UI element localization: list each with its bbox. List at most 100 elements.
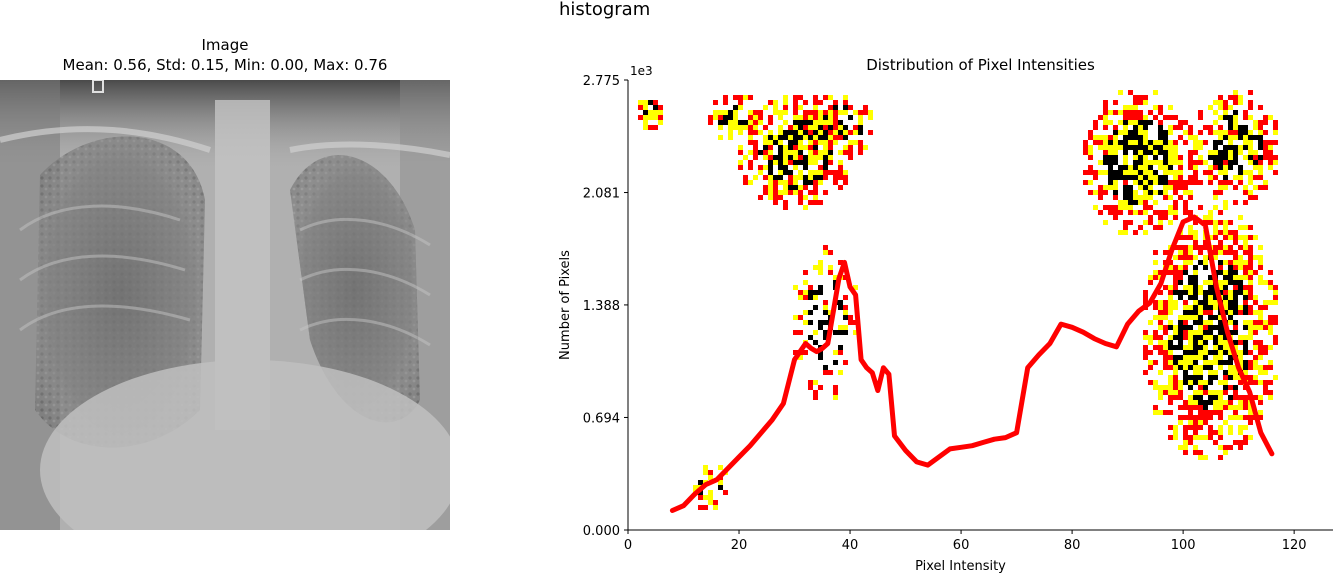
overlay-cell [713, 505, 718, 510]
overlay-cell [1163, 390, 1168, 395]
overlay-cell [1248, 115, 1253, 120]
overlay-cell [808, 155, 813, 160]
overlay-cell [1243, 275, 1248, 280]
overlay-cell [1148, 175, 1153, 180]
overlay-cell [1223, 375, 1228, 380]
overlay-cell [1208, 245, 1213, 250]
overlay-cell [1248, 360, 1253, 365]
overlay-cell [1238, 260, 1243, 265]
overlay-cell [818, 115, 823, 120]
overlay-cell [1178, 275, 1183, 280]
overlay-cell [1198, 155, 1203, 160]
overlay-cell [1098, 135, 1103, 140]
overlay-cell [1258, 120, 1263, 125]
overlay-cell [1108, 210, 1113, 215]
overlay-cell [1268, 280, 1273, 285]
overlay-cell [1228, 275, 1233, 280]
overlay-cell [833, 125, 838, 130]
overlay-cell [1258, 170, 1263, 175]
overlay-cell [1203, 290, 1208, 295]
overlay-cell [1123, 195, 1128, 200]
overlay-cell [828, 310, 833, 315]
overlay-cell [1193, 265, 1198, 270]
overlay-cell [1188, 175, 1193, 180]
overlay-cell [1233, 185, 1238, 190]
overlay-cell [1263, 380, 1268, 385]
overlay-cell [1203, 390, 1208, 395]
overlay-cell [1153, 250, 1158, 255]
overlay-cell [738, 150, 743, 155]
overlay-cell [1173, 155, 1178, 160]
overlay-cell [858, 130, 863, 135]
overlay-cell [1088, 130, 1093, 135]
overlay-cell [1143, 335, 1148, 340]
overlay-cell [738, 120, 743, 125]
overlay-cell [658, 115, 663, 120]
overlay-cell [1133, 200, 1138, 205]
overlay-cell [768, 100, 773, 105]
overlay-cell [833, 100, 838, 105]
overlay-cell [803, 320, 808, 325]
overlay-cell [1163, 345, 1168, 350]
overlay-cell [1243, 250, 1248, 255]
data-point [1203, 223, 1207, 227]
overlay-cell [798, 160, 803, 165]
overlay-cell [1228, 135, 1233, 140]
overlay-cell [1258, 125, 1263, 130]
overlay-cell [818, 135, 823, 140]
overlay-cell [1103, 155, 1108, 160]
data-point [892, 434, 896, 438]
overlay-cell [1178, 175, 1183, 180]
overlay-cell [1103, 160, 1108, 165]
overlay-cell [818, 355, 823, 360]
overlay-cell [1178, 295, 1183, 300]
overlay-cell [823, 150, 828, 155]
overlay-cell [833, 140, 838, 145]
overlay-cell [1248, 225, 1253, 230]
overlay-cell [1128, 170, 1133, 175]
overlay-cell [1233, 230, 1238, 235]
overlay-cell [1183, 320, 1188, 325]
overlay-cell [1168, 345, 1173, 350]
overlay-cell [1198, 340, 1203, 345]
overlay-cell [1238, 305, 1243, 310]
overlay-cell [1223, 105, 1228, 110]
overlay-cell [1228, 220, 1233, 225]
overlay-cell [753, 130, 758, 135]
overlay-cell [1088, 165, 1093, 170]
overlay-cell [1093, 205, 1098, 210]
overlay-cell [818, 120, 823, 125]
overlay-cell [823, 305, 828, 310]
overlay-cell [1188, 255, 1193, 260]
overlay-cell [1158, 165, 1163, 170]
overlay-cell [1188, 420, 1193, 425]
overlay-cell [1223, 300, 1228, 305]
overlay-cell [648, 100, 653, 105]
overlay-cell [1243, 240, 1248, 245]
overlay-cell [1123, 175, 1128, 180]
overlay-cell [848, 140, 853, 145]
overlay-cell [833, 350, 838, 355]
overlay-cell [1208, 435, 1213, 440]
overlay-cell [1133, 170, 1138, 175]
overlay-cell [808, 290, 813, 295]
overlay-cell [1118, 175, 1123, 180]
overlay-cell [718, 480, 723, 485]
overlay-cell [1158, 130, 1163, 135]
overlay-cell [1153, 300, 1158, 305]
overlay-cell [1123, 115, 1128, 120]
overlay-cell [1203, 295, 1208, 300]
overlay-cell [793, 190, 798, 195]
overlay-cell [818, 385, 823, 390]
overlay-cell [1203, 170, 1208, 175]
overlay-cell [843, 105, 848, 110]
data-point [870, 371, 874, 375]
overlay-cell [1113, 195, 1118, 200]
overlay-cell [1233, 110, 1238, 115]
overlay-cell [1158, 190, 1163, 195]
overlay-cell [1248, 395, 1253, 400]
overlay-cell [1263, 320, 1268, 325]
overlay-cell [1248, 375, 1253, 380]
overlay-cell [1228, 160, 1233, 165]
overlay-cell [1198, 140, 1203, 145]
